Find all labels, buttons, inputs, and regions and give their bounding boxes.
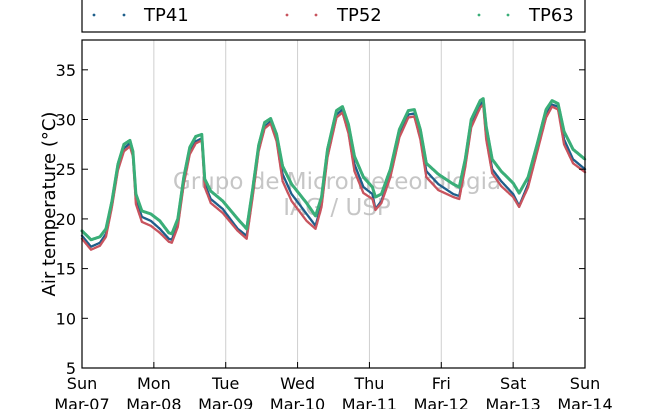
x-tick-date: Mar-13 bbox=[485, 395, 540, 409]
x-tick-day: Mon bbox=[137, 374, 171, 393]
x-tick-day: Sat bbox=[500, 374, 526, 393]
y-axis: 5 10 15 20 25 30 35 bbox=[56, 61, 585, 378]
legend-label-3: TP63 bbox=[528, 5, 574, 26]
legend-label-1: TP41 bbox=[143, 5, 189, 26]
legend: TP41 TP52 TP63 bbox=[81, 0, 586, 33]
grid-lines bbox=[153, 40, 514, 368]
legend-frame bbox=[81, 0, 586, 33]
x-tick-date: Mar-10 bbox=[270, 395, 325, 409]
legend-marker-1b bbox=[122, 13, 126, 17]
plot-frame bbox=[81, 39, 586, 369]
x-tick-date: Mar-11 bbox=[342, 395, 397, 409]
x-tick-day: Tue bbox=[211, 374, 239, 393]
y-tick-label: 25 bbox=[56, 160, 76, 179]
x-tick-day: Thu bbox=[353, 374, 384, 393]
series-TP63 bbox=[80, 97, 587, 242]
legend-marker-2b bbox=[314, 13, 318, 17]
x-axis: Sun Mar-07 Mon Mar-08 Tue Mar-09 Wed Mar-10 Thu M… bbox=[54, 362, 613, 409]
x-tick-day: Sun bbox=[570, 374, 600, 393]
x-tick-date: Mar-09 bbox=[198, 395, 253, 409]
x-tick-day: Fri bbox=[432, 374, 451, 393]
y-tick-label: 35 bbox=[56, 61, 76, 80]
x-tick-day: Sun bbox=[67, 374, 97, 393]
legend-marker-3 bbox=[477, 13, 481, 17]
y-tick-label: 10 bbox=[56, 309, 76, 328]
y-tick-label: 30 bbox=[56, 111, 76, 130]
y-tick-label: 15 bbox=[56, 260, 76, 279]
y-axis-title: Air temperature (°C) bbox=[39, 112, 60, 297]
legend-label-2: TP52 bbox=[336, 5, 382, 26]
y-tick-label: 20 bbox=[56, 210, 76, 229]
legend-entry-3: TP63 bbox=[477, 5, 574, 26]
legend-marker-3b bbox=[506, 13, 510, 17]
y-tick-label: 5 bbox=[66, 359, 76, 378]
legend-marker-2 bbox=[285, 13, 289, 17]
legend-entry-2: TP52 bbox=[285, 5, 382, 26]
x-tick-day: Wed bbox=[280, 374, 315, 393]
x-tick-date: Mar-14 bbox=[557, 395, 612, 409]
x-tick-date: Mar-12 bbox=[414, 395, 469, 409]
data-series bbox=[80, 97, 587, 251]
legend-marker-1 bbox=[92, 13, 96, 17]
x-tick-date: Mar-07 bbox=[54, 395, 109, 409]
legend-entry-1: TP41 bbox=[92, 5, 189, 26]
x-tick-date: Mar-08 bbox=[126, 395, 181, 409]
